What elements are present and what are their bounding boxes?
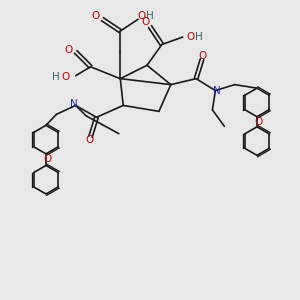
Text: O: O (254, 117, 262, 127)
Text: N: N (213, 85, 221, 96)
Text: O: O (64, 45, 72, 56)
Text: H: H (195, 32, 203, 42)
Text: O: O (186, 32, 194, 42)
Text: O: O (43, 154, 52, 164)
Text: H: H (146, 11, 154, 21)
Text: H: H (52, 72, 60, 82)
Text: O: O (91, 11, 99, 21)
Text: O: O (61, 72, 69, 82)
Text: O: O (141, 17, 150, 27)
Text: O: O (85, 135, 93, 145)
Text: N: N (70, 99, 78, 109)
Text: O: O (137, 11, 145, 21)
Text: O: O (198, 51, 206, 62)
